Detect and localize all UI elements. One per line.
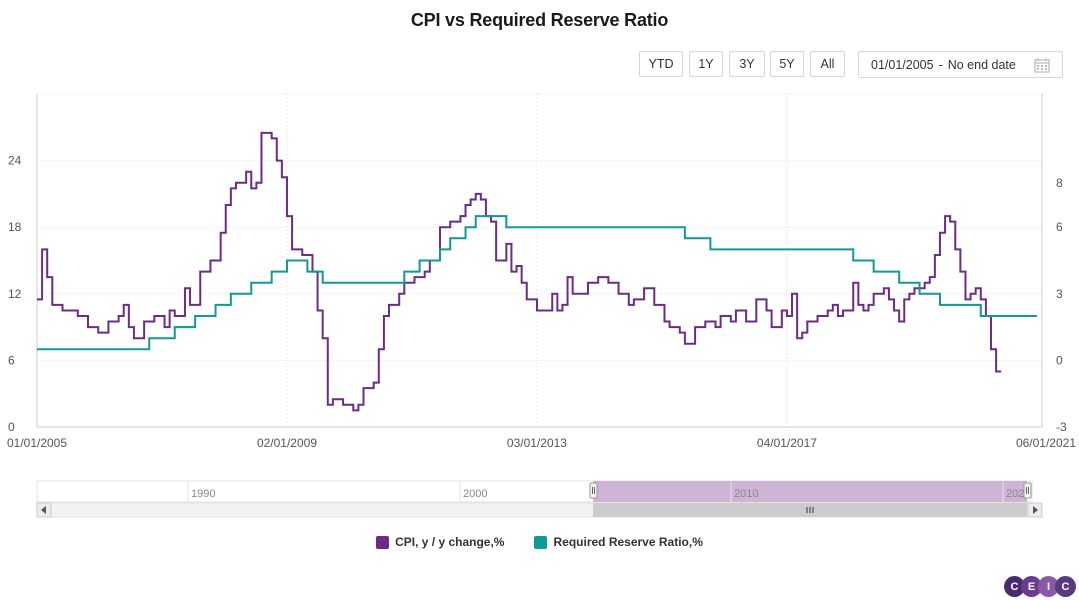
date-separator: - xyxy=(938,57,943,72)
y-right-tick-label: 8 xyxy=(1056,176,1063,190)
navigator-label: 1990 xyxy=(191,488,215,500)
legend-item-cpi[interactable]: CPI, y / y change,% xyxy=(376,535,504,549)
logo-letter: E xyxy=(1021,576,1042,597)
navigator-label: 202 xyxy=(1006,488,1024,500)
legend-swatch-cpi xyxy=(376,535,390,549)
scroll-left-arrow-icon xyxy=(41,506,46,514)
y-left-tick-label: 0 xyxy=(8,420,15,434)
logo-letter: C xyxy=(1004,576,1025,597)
y-left-tick-label: 12 xyxy=(8,287,22,301)
y-right-tick-label: 0 xyxy=(1056,353,1063,367)
x-tick-label: 03/01/2013 xyxy=(507,436,567,450)
legend-label-cpi: CPI, y / y change,% xyxy=(395,535,505,549)
legend-swatch-reserve-ratio xyxy=(534,535,548,549)
end-date: No end date xyxy=(947,57,1016,72)
y-right-tick-label: -3 xyxy=(1056,420,1067,434)
scroll-right-arrow-icon xyxy=(1033,506,1038,514)
y-right-tick-label: 6 xyxy=(1056,220,1063,234)
series-layer xyxy=(37,131,1037,412)
tick-labels: 0 6 12 18 24 -3 0 3 6 8 01/01/2005 02/01/2009 03/01/… xyxy=(7,154,1076,450)
navigator-selection xyxy=(593,481,1027,502)
logo-letter: C xyxy=(1055,576,1076,597)
x-tick-label: 04/01/2017 xyxy=(757,436,817,450)
series-line-reserve-ratio xyxy=(37,215,1037,351)
x-tick-label: 06/01/2021 xyxy=(1016,436,1076,450)
x-tick-label: 01/01/2005 xyxy=(7,436,67,450)
date-range-picker[interactable]: 01/01/2005 - No end date xyxy=(858,51,1063,78)
chart-title: CPI vs Required Reserve Ratio xyxy=(410,10,669,30)
navigator-label: 2010 xyxy=(734,488,758,500)
legend-item-reserve-ratio[interactable]: Required Reserve Ratio,% xyxy=(534,535,703,549)
calendar-icon[interactable] xyxy=(1034,57,1050,76)
navigator-label: 2000 xyxy=(463,488,487,500)
line-chart: 0 6 12 18 24 -3 0 3 6 8 01/01/2005 02/01/2009 03/01/… xyxy=(7,93,1076,518)
y-left-tick-label: 6 xyxy=(8,353,15,367)
axes xyxy=(36,94,1043,428)
y-left-tick-label: 18 xyxy=(8,220,22,234)
series-line-cpi xyxy=(37,131,1002,412)
start-date: 01/01/2005 xyxy=(871,57,934,72)
range-button-3y[interactable]: 3Y xyxy=(729,51,765,77)
legend: CPI, y / y change,% Required Reserve Rat… xyxy=(0,535,1079,549)
legend-label-reserve-ratio: Required Reserve Ratio,% xyxy=(553,535,703,549)
navigator-handle-right xyxy=(1023,482,1032,499)
y-left-tick-label: 24 xyxy=(8,154,22,168)
range-button-5y[interactable]: 5Y xyxy=(770,51,804,77)
x-tick-label: 02/01/2009 xyxy=(257,436,317,450)
range-navigator[interactable]: 1990 2000 2010 202 xyxy=(36,480,1043,518)
grid-lines xyxy=(37,93,1042,427)
navigator-handle-left xyxy=(589,482,598,499)
logo-letter: I xyxy=(1038,576,1059,597)
range-button-all[interactable]: All xyxy=(810,51,845,77)
range-button-ytd[interactable]: YTD xyxy=(639,51,683,77)
range-button-1y[interactable]: 1Y xyxy=(689,51,723,77)
y-right-tick-label: 3 xyxy=(1056,287,1063,301)
